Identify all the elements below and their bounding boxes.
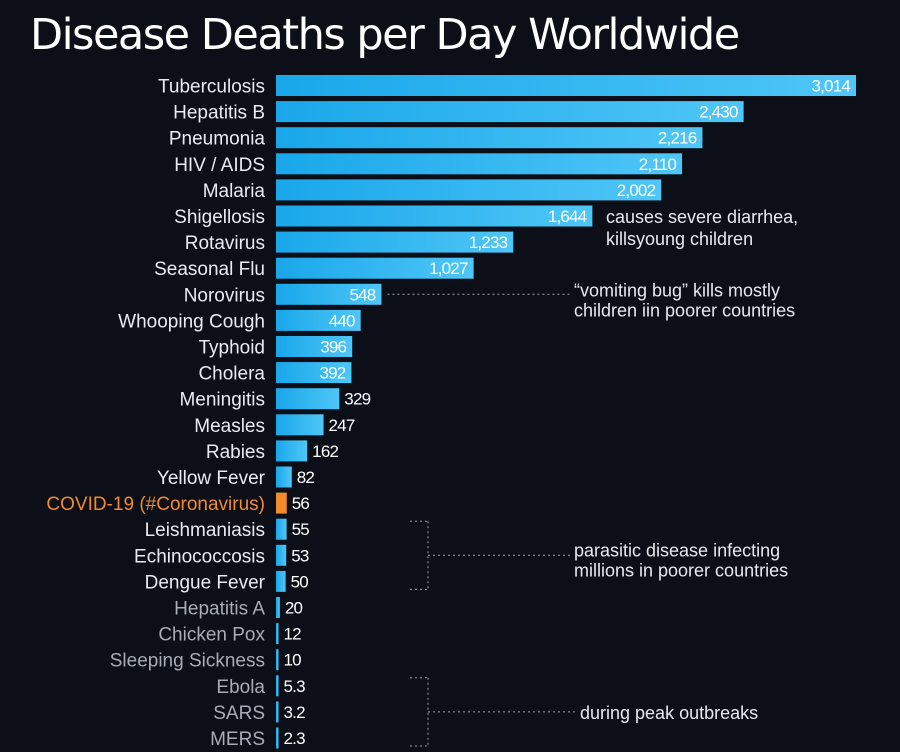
annotation-text: millions in poorer countries <box>574 560 788 580</box>
label-meningitis: Meningitis <box>179 390 265 411</box>
value-chicken-pox: 12 <box>284 625 302 644</box>
bar-pneumonia <box>276 127 703 149</box>
bar-cholera <box>276 362 352 384</box>
label-seasonal-flu: Seasonal Flu <box>154 259 265 280</box>
bar-dengue-fever <box>276 570 286 592</box>
label-norovirus: Norovirus <box>184 285 265 306</box>
value-sars: 3.2 <box>284 703 306 722</box>
label-leishmaniasis: Leishmaniasis <box>145 520 265 541</box>
value-echinococcosis: 53 <box>291 546 309 565</box>
annotation-text: causes severe diarrhea, <box>606 207 798 227</box>
label-yellow-fever: Yellow Fever <box>157 468 266 489</box>
value-rotavirus: 1,233 <box>469 233 508 252</box>
annotation-text: “vomiting bug” kills mostly <box>574 280 780 300</box>
value-norovirus: 548 <box>349 285 375 304</box>
bar-echinococcosis <box>276 544 287 566</box>
annotation-text: during peak outbreaks <box>580 703 758 723</box>
value-yellow-fever: 82 <box>297 468 315 487</box>
label-hepatitis-b: Hepatitis B <box>173 103 265 124</box>
annotation-text: parasitic disease infecting <box>574 540 780 560</box>
value-shigellosis: 1,644 <box>548 207 587 226</box>
bar-leishmaniasis <box>276 518 287 540</box>
label-ebola: Ebola <box>216 677 265 698</box>
annotation-text: children iin poorer countries <box>574 300 795 320</box>
value-seasonal-flu: 1,027 <box>429 259 468 278</box>
annotation-text: killsyoung children <box>606 229 753 249</box>
value-tuberculosis: 3,014 <box>811 77 850 96</box>
value-cholera: 392 <box>319 364 345 383</box>
label-hepatitis-a: Hepatitis A <box>174 599 265 620</box>
bar-hepatitis-b <box>276 101 744 123</box>
bar-rotavirus <box>276 231 514 253</box>
bar-norovirus <box>276 283 382 305</box>
label-dengue-fever: Dengue Fever <box>145 572 266 593</box>
label-malaria: Malaria <box>203 181 266 202</box>
label-measles: Measles <box>194 416 265 437</box>
bar-whooping-cough <box>276 309 361 331</box>
bars-layer <box>276 75 856 749</box>
value-meningitis: 329 <box>344 390 370 409</box>
bar-ebola <box>276 675 279 697</box>
bar-yellow-fever <box>276 466 292 488</box>
bar-malaria <box>276 179 662 201</box>
bar-rabies <box>276 440 308 462</box>
value-malaria: 2,002 <box>617 181 656 200</box>
label-sleeping-sickness: Sleeping Sickness <box>110 651 265 672</box>
bar-sars <box>276 701 279 723</box>
value-typhoid: 396 <box>320 338 346 357</box>
value-sleeping-sickness: 10 <box>284 651 302 670</box>
label-whooping-cough: Whooping Cough <box>118 311 265 332</box>
bar-sleeping-sickness <box>276 649 279 671</box>
value-hepatitis-b: 2,430 <box>699 103 738 122</box>
chart-title: Disease Deaths per Day Worldwide <box>30 10 740 60</box>
bar-hepatitis-a <box>276 597 280 618</box>
bar-mers <box>276 727 279 749</box>
label-tuberculosis: Tuberculosis <box>158 77 265 98</box>
annotations: causes severe diarrhea,killsyoung childr… <box>387 207 798 747</box>
label-mers: MERS <box>210 729 265 750</box>
label-cholera: Cholera <box>198 364 265 385</box>
value-dengue-fever: 50 <box>291 572 309 591</box>
value-measles: 247 <box>329 416 355 435</box>
label-echinococcosis: Echinococcosis <box>134 546 265 567</box>
value-pneumonia: 2,216 <box>658 129 697 148</box>
value-hiv-aids: 2,110 <box>639 155 677 174</box>
bar-hiv-aids <box>276 153 683 175</box>
category-labels: Tuberculosis Hepatitis B Pneumonia HIV / AI… <box>46 77 265 751</box>
value-whooping-cough: 440 <box>329 311 355 330</box>
label-sars: SARS <box>213 703 265 724</box>
bar-seasonal-flu <box>276 257 474 279</box>
value-covid-19-coronavirus: 56 <box>292 494 310 513</box>
bar-measles <box>276 414 324 436</box>
bar-shigellosis <box>276 205 593 227</box>
value-ebola: 5.3 <box>284 677 306 696</box>
bar-typhoid <box>276 336 353 357</box>
label-typhoid: Typhoid <box>198 338 265 359</box>
label-covid-19-coronavirus: COVID-19 (#Coronavirus) <box>46 494 265 515</box>
bar-meningitis <box>276 388 340 410</box>
value-rabies: 162 <box>312 442 338 461</box>
bar-tuberculosis <box>276 75 856 96</box>
label-chicken-pox: Chicken Pox <box>158 625 265 646</box>
label-rotavirus: Rotavirus <box>185 233 265 254</box>
value-hepatitis-a: 20 <box>285 599 303 618</box>
value-mers: 2.3 <box>284 729 306 748</box>
label-hiv-aids: HIV / AIDS <box>174 155 265 176</box>
label-shigellosis: Shigellosis <box>174 207 265 228</box>
label-rabies: Rabies <box>206 442 265 463</box>
bar-chicken-pox <box>276 623 279 645</box>
value-leishmaniasis: 55 <box>292 520 310 539</box>
label-pneumonia: Pneumonia <box>169 129 266 150</box>
bar-covid-19-coronavirus <box>276 492 287 514</box>
